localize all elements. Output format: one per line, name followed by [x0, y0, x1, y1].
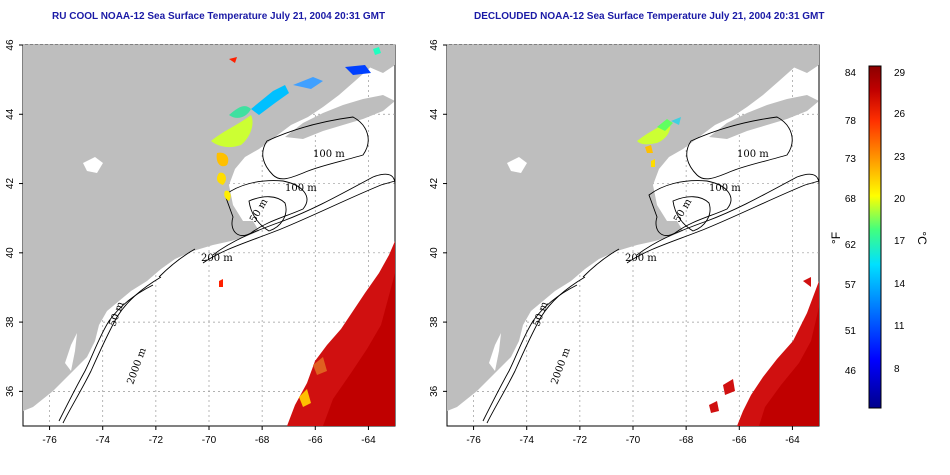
colorbar-c-tick-3: 20 [894, 194, 906, 205]
left-y-tick-label-2: 42 [5, 178, 16, 190]
left-x-tick-label-4: -68 [255, 435, 270, 446]
left-contour-label-100m-south: 100 m [285, 183, 317, 194]
left-x-axis-ticks: -76 -74 -72 -70 -68 -66 -64 [42, 426, 376, 446]
colorbar-f-tick-7: 46 [845, 366, 857, 377]
colorbar-f-tick-4: 62 [845, 240, 857, 251]
left-y-tick-label-1: 44 [5, 108, 16, 120]
right-contour-label-200m: 200 m [625, 253, 657, 264]
left-y-tick-label-5: 36 [5, 385, 16, 397]
right-x-tick-label-4: -68 [679, 435, 694, 446]
celsius-unit-label: °C [915, 231, 929, 245]
right-x-tick-label-0: -76 [466, 435, 481, 446]
right-y-tick-label-4: 38 [429, 316, 440, 328]
right-y-tick-label-1: 44 [429, 108, 440, 120]
colorbar-f-tick-2: 73 [845, 154, 857, 165]
left-y-tick-label-0: 46 [5, 39, 16, 51]
colorbar-c-tick-5: 14 [894, 279, 906, 290]
right-y-tick-label-3: 40 [429, 247, 440, 259]
left-x-tick-label-5: -66 [308, 435, 323, 446]
right-map-title: DECLOUDED NOAA-12 Sea Surface Temperatur… [474, 11, 825, 22]
right-x-tick-label-2: -72 [573, 435, 588, 446]
colorbar-swatch [868, 65, 882, 409]
right-x-axis-ticks: -76 -74 -72 -70 -68 -66 -64 [466, 426, 800, 446]
right-x-tick-label-1: -74 [519, 435, 534, 446]
colorbar-f-tick-0: 84 [845, 68, 857, 79]
colorbar-f-tick-1: 78 [845, 116, 857, 127]
right-sst-data [637, 117, 819, 426]
fahrenheit-unit-label: °F [829, 232, 843, 244]
colorbar-c-tick-0: 29 [894, 68, 906, 79]
colorbar-f-tick-6: 51 [845, 326, 857, 337]
right-contour-label-100m-east: 100 m [737, 149, 769, 160]
left-x-tick-label-1: -74 [95, 435, 110, 446]
colorbar-c-tick-4: 17 [894, 236, 906, 247]
colorbar-c-tick-1: 26 [894, 109, 906, 120]
right-y-tick-label-2: 42 [429, 178, 440, 190]
right-x-tick-label-6: -64 [785, 435, 800, 446]
colorbar-c-tick-2: 23 [894, 152, 906, 163]
right-y-tick-label-5: 36 [429, 385, 440, 397]
left-y-tick-label-4: 38 [5, 316, 16, 328]
right-y-axis-ticks: 46 44 42 40 38 36 [429, 39, 447, 397]
left-y-axis-ticks: 46 44 42 40 38 36 [5, 39, 23, 397]
left-map-panel: 100 m 100 m 50 m 200 m 50 m 2000 m -76 -7… [5, 39, 396, 446]
colorbar-fahrenheit-ticks: 84 78 73 68 62 57 51 46 [845, 68, 857, 377]
left-contour-label-200m: 200 m [201, 253, 233, 264]
right-x-tick-label-3: -70 [626, 435, 641, 446]
left-contour-label-100m-east: 100 m [313, 149, 345, 160]
left-x-tick-label-2: -72 [149, 435, 164, 446]
left-map-title: RU COOL NOAA-12 Sea Surface Temperature … [52, 11, 386, 22]
right-x-tick-label-5: -66 [732, 435, 747, 446]
right-map-panel: 100 m 100 m 50 m 200 m 50 m 2000 m -76 -7… [429, 39, 820, 446]
right-contour-label-100m-south: 100 m [709, 183, 741, 194]
left-x-tick-label-6: -64 [361, 435, 376, 446]
left-x-tick-label-3: -70 [202, 435, 217, 446]
colorbar-f-tick-5: 57 [845, 280, 857, 291]
colorbar-celsius-ticks: 29 26 23 20 17 14 11 8 [894, 68, 906, 375]
colorbar-c-tick-6: 11 [894, 321, 905, 332]
temperature-colorbar: 84 78 73 68 62 57 51 46 29 26 23 20 17 14 11 8 °F °C [829, 65, 929, 409]
right-y-tick-label-0: 46 [429, 39, 440, 51]
left-x-tick-label-0: -76 [42, 435, 57, 446]
colorbar-c-tick-7: 8 [894, 364, 900, 375]
colorbar-f-tick-3: 68 [845, 194, 857, 205]
left-y-tick-label-3: 40 [5, 247, 16, 259]
left-sst-data [211, 47, 395, 426]
